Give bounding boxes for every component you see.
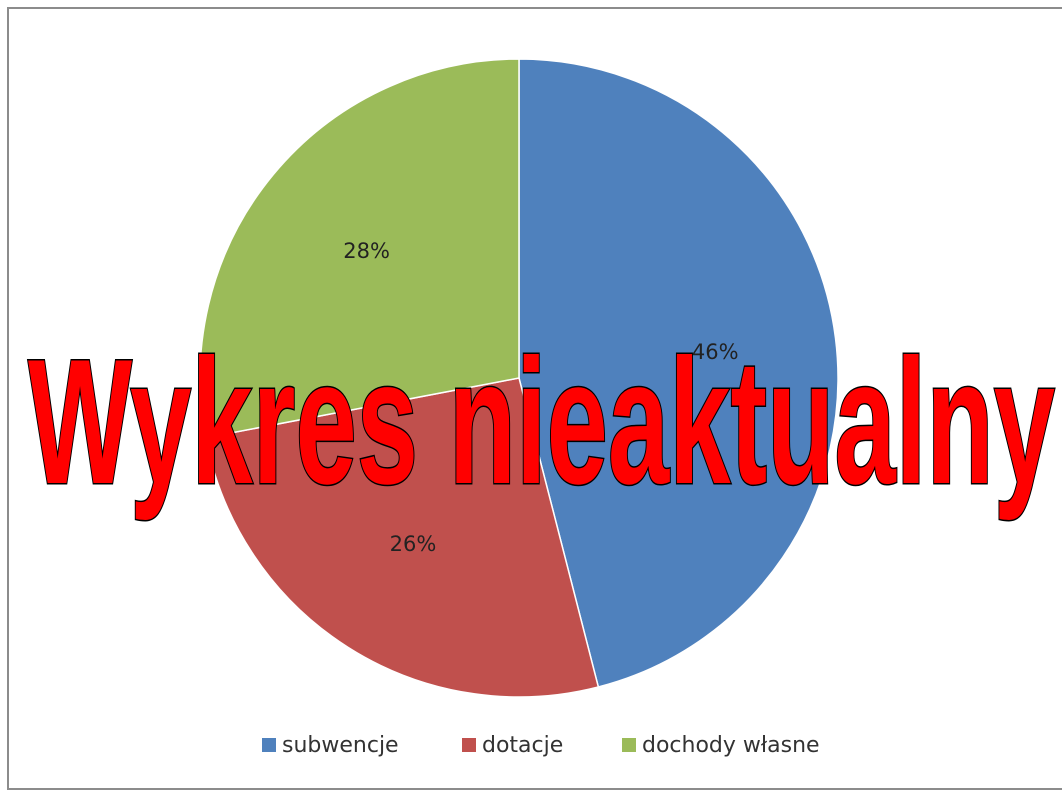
pie-slice [199,58,520,439]
data-label: 28% [343,239,390,263]
legend-swatch [262,738,276,752]
legend-swatch [462,738,476,752]
legend-label: dochody własne [642,733,820,758]
pie-slice [204,377,600,698]
pie-slice [518,58,839,688]
data-label: 46% [692,340,739,364]
annotation: Wykres nieaktualny [28,322,1055,521]
legend-label: dotacje [482,733,563,758]
legend: subwencje dotacje dochody własne [262,733,820,758]
legend-label: subwencje [282,733,399,758]
legend-swatch [622,738,636,752]
data-label: 26% [390,532,437,556]
pie: 46% 26% 28% [199,58,839,698]
